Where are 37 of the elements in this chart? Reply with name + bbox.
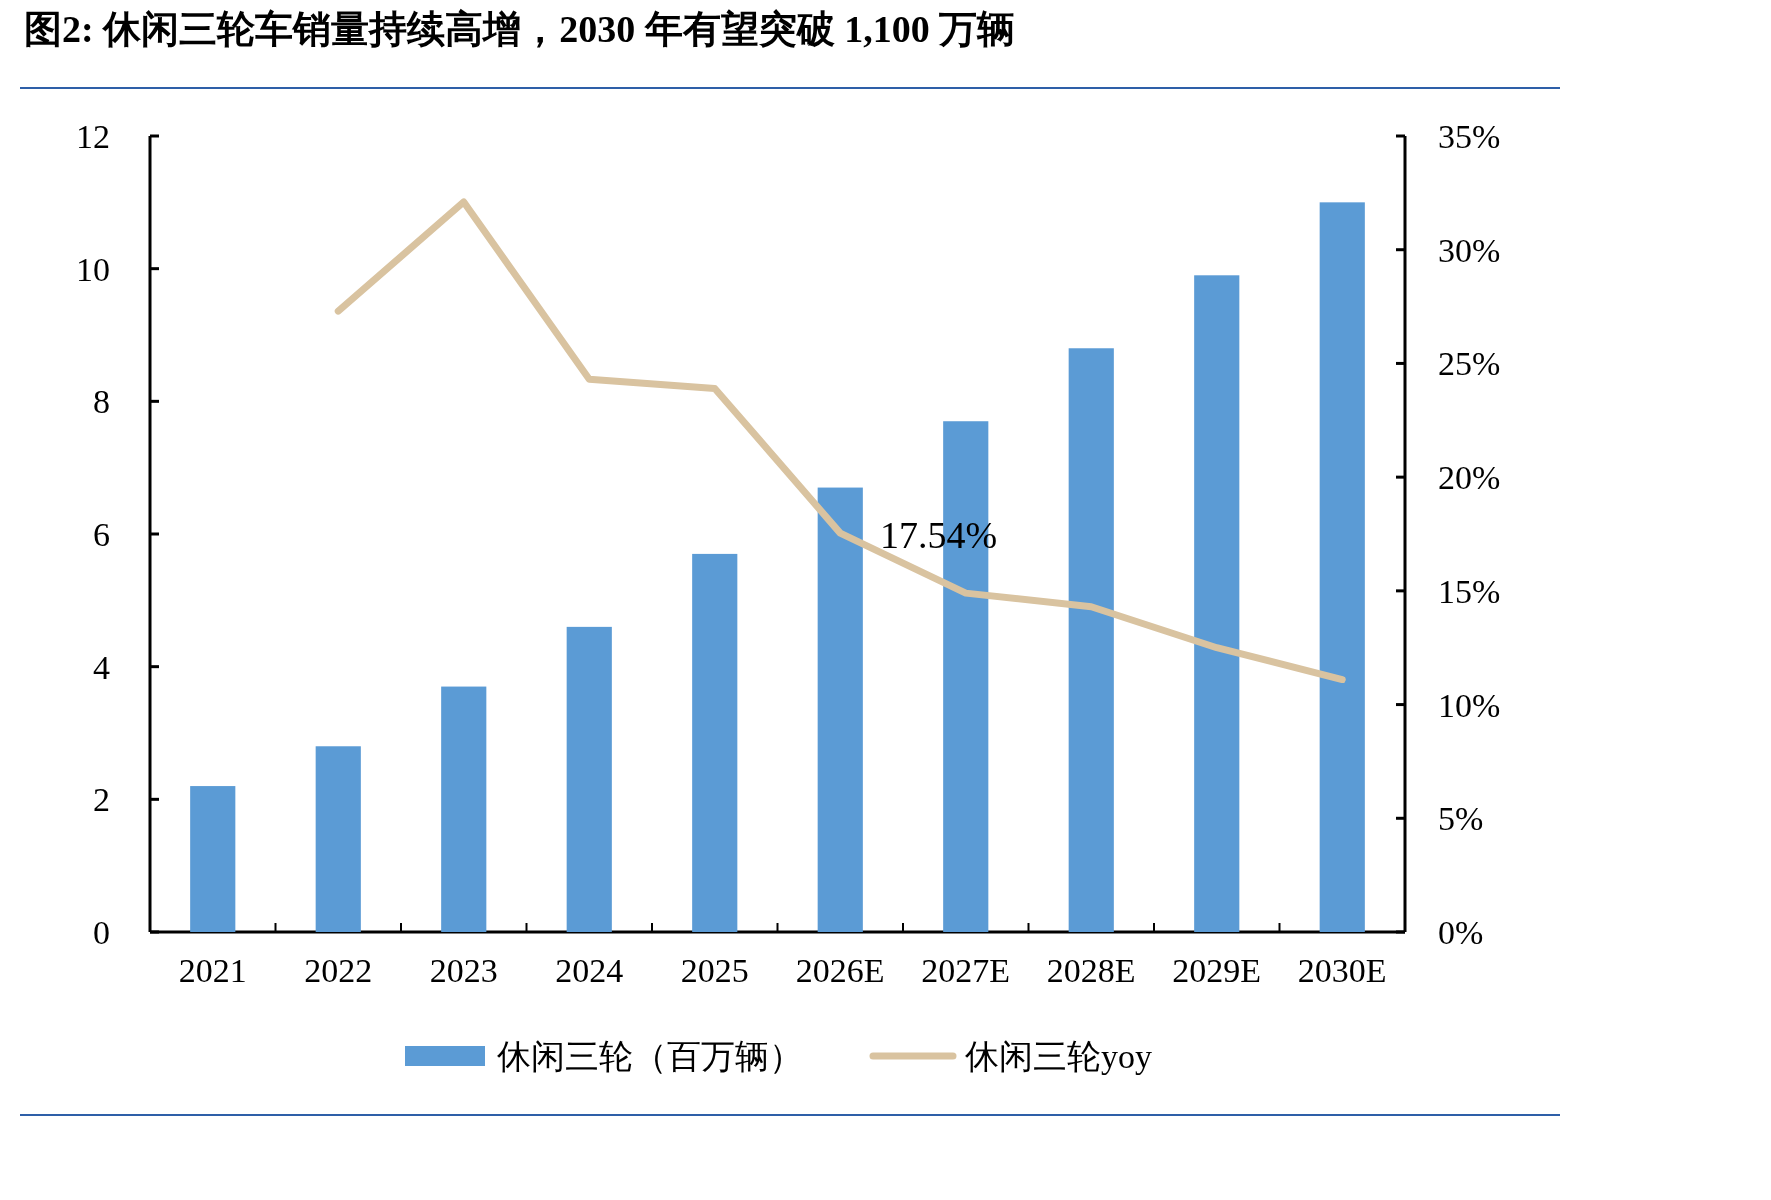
y2-tick-label: 30%: [1438, 231, 1501, 269]
y2-tick-label: 10%: [1438, 686, 1501, 724]
bar: [1068, 348, 1114, 932]
y2-tick-label: 5%: [1438, 800, 1484, 838]
bar: [190, 786, 236, 932]
y-tick-label: 10: [76, 250, 110, 288]
y-tick-label: 4: [93, 648, 110, 686]
y2-tick-label: 35%: [1438, 118, 1501, 155]
x-tick-label: 2025: [680, 952, 749, 989]
bar: [1319, 202, 1365, 932]
y2-tick-label: 20%: [1438, 459, 1501, 497]
x-tick-label: 2022: [304, 952, 373, 989]
y-tick-label: 0: [93, 914, 110, 951]
y2-tick-label: 25%: [1438, 345, 1501, 383]
bar: [315, 746, 361, 932]
bar: [817, 487, 863, 932]
bar: [692, 553, 738, 932]
x-tick-label: 2021: [178, 952, 247, 989]
y-tick-label: 2: [93, 781, 110, 819]
x-tick-label: 2028E: [1046, 952, 1136, 989]
y-tick-label: 8: [93, 383, 110, 421]
y2-tick-label: 0%: [1438, 914, 1484, 951]
x-tick-label: 2023: [429, 952, 498, 989]
x-tick-label: 2024: [555, 952, 624, 989]
chart-title: 图2: 休闲三轮车销量持续高增，2030 年有望突破 1,100 万辆: [24, 8, 1016, 50]
bar: [441, 686, 487, 932]
x-tick-label: 2029E: [1172, 952, 1262, 989]
x-tick-label: 2027E: [921, 952, 1011, 989]
bar: [1194, 275, 1240, 932]
y-tick-label: 12: [76, 118, 110, 155]
x-tick-label: 2026E: [795, 952, 885, 989]
x-tick-label: 2030E: [1297, 952, 1387, 989]
y-tick-label: 6: [93, 516, 110, 553]
y2-tick-label: 15%: [1438, 572, 1501, 610]
legend-label: 休闲三轮（百万辆）: [497, 1038, 803, 1075]
legend-label: 休闲三轮yoy: [965, 1038, 1152, 1075]
bar: [566, 626, 612, 932]
